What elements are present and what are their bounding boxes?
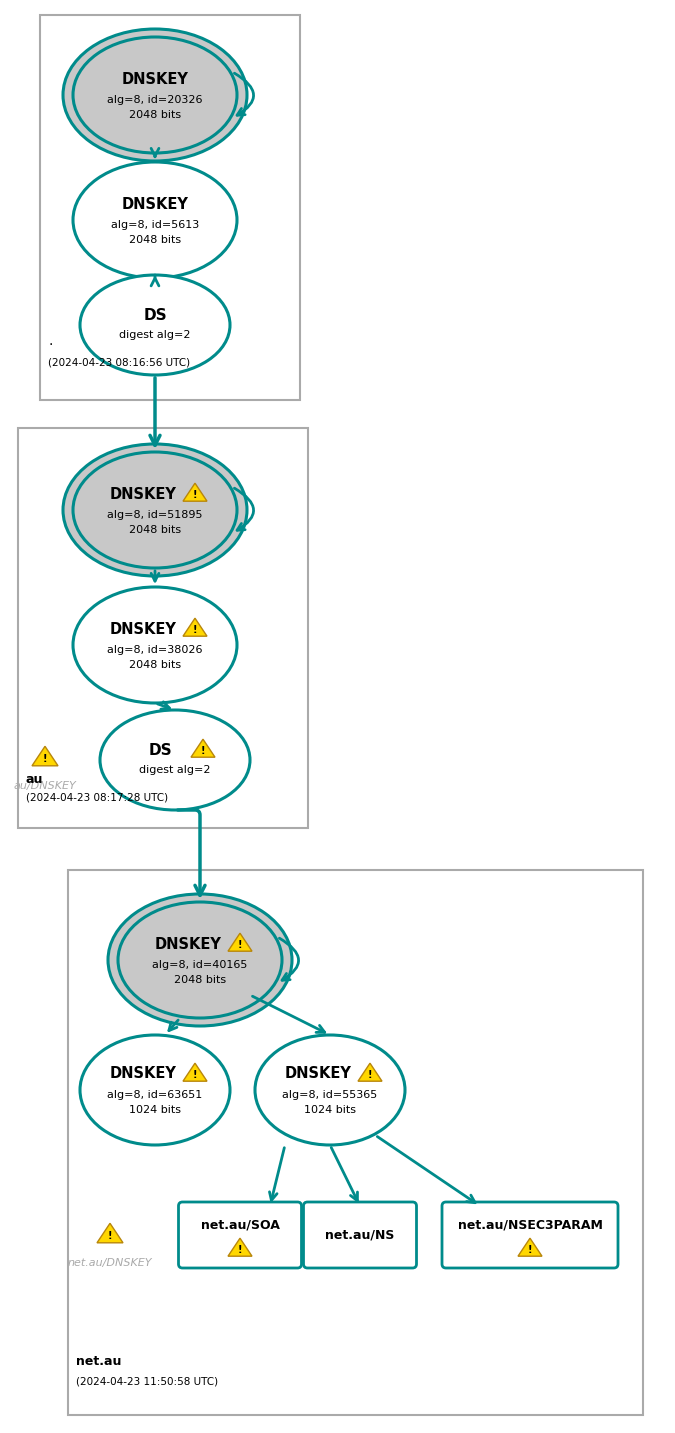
Text: digest alg=2: digest alg=2: [139, 765, 211, 775]
Text: net.au/NS: net.au/NS: [325, 1228, 395, 1241]
Text: 2048 bits: 2048 bits: [129, 524, 181, 535]
Text: (2024-04-23 11:50:58 UTC): (2024-04-23 11:50:58 UTC): [76, 1377, 218, 1387]
Text: 2048 bits: 2048 bits: [129, 110, 181, 120]
Text: au: au: [26, 772, 43, 785]
Ellipse shape: [73, 451, 237, 567]
FancyArrowPatch shape: [234, 489, 254, 530]
Polygon shape: [358, 1063, 382, 1082]
Bar: [68, 870, 643, 1414]
Text: DS: DS: [143, 308, 167, 322]
Ellipse shape: [255, 1035, 405, 1145]
FancyArrowPatch shape: [279, 939, 298, 980]
Text: .: .: [48, 334, 53, 348]
Polygon shape: [228, 1238, 252, 1257]
Text: !: !: [43, 754, 47, 764]
Text: net.au/DNSKEY: net.au/DNSKEY: [68, 1258, 153, 1268]
Polygon shape: [228, 933, 252, 952]
Text: !: !: [238, 1245, 242, 1255]
Text: DNSKEY: DNSKEY: [122, 72, 188, 86]
Text: !: !: [528, 1245, 533, 1255]
Text: !: !: [108, 1231, 112, 1241]
Text: au/DNSKEY: au/DNSKEY: [14, 781, 76, 791]
Ellipse shape: [63, 444, 247, 576]
Text: 2048 bits: 2048 bits: [174, 974, 226, 984]
Ellipse shape: [73, 37, 237, 153]
FancyBboxPatch shape: [304, 1202, 416, 1268]
Ellipse shape: [80, 275, 230, 375]
Polygon shape: [183, 1063, 207, 1082]
FancyArrowPatch shape: [234, 73, 254, 115]
Text: alg=8, id=38026: alg=8, id=38026: [107, 645, 202, 655]
Text: !: !: [238, 940, 242, 950]
Ellipse shape: [73, 162, 237, 278]
Polygon shape: [97, 1224, 123, 1242]
Text: net.au: net.au: [76, 1356, 122, 1369]
Text: alg=8, id=63651: alg=8, id=63651: [107, 1091, 202, 1101]
Text: DNSKEY: DNSKEY: [109, 622, 176, 636]
Ellipse shape: [108, 894, 292, 1026]
Text: 1024 bits: 1024 bits: [304, 1105, 356, 1115]
Polygon shape: [183, 618, 207, 636]
Text: DS: DS: [148, 742, 172, 758]
FancyBboxPatch shape: [442, 1202, 618, 1268]
Polygon shape: [32, 747, 58, 765]
Text: alg=8, id=40165: alg=8, id=40165: [153, 960, 248, 970]
Text: DNSKEY: DNSKEY: [155, 937, 221, 952]
Text: alg=8, id=51895: alg=8, id=51895: [107, 510, 202, 520]
Text: DNSKEY: DNSKEY: [109, 1066, 176, 1082]
Ellipse shape: [100, 709, 250, 810]
Text: !: !: [193, 490, 197, 500]
Text: digest alg=2: digest alg=2: [119, 330, 191, 340]
Text: !: !: [193, 1069, 197, 1079]
Text: 1024 bits: 1024 bits: [129, 1105, 181, 1115]
Text: !: !: [193, 625, 197, 635]
Text: alg=8, id=55365: alg=8, id=55365: [282, 1091, 377, 1101]
Ellipse shape: [73, 588, 237, 704]
Text: DNSKEY: DNSKEY: [109, 486, 176, 502]
Ellipse shape: [80, 1035, 230, 1145]
Text: net.au/SOA: net.au/SOA: [200, 1218, 279, 1231]
Text: DNSKEY: DNSKEY: [285, 1066, 352, 1082]
Polygon shape: [191, 739, 215, 757]
Text: !: !: [200, 745, 205, 755]
Polygon shape: [518, 1238, 542, 1257]
Text: !: !: [368, 1069, 372, 1079]
Text: alg=8, id=5613: alg=8, id=5613: [111, 221, 199, 231]
Text: (2024-04-23 08:16:56 UTC): (2024-04-23 08:16:56 UTC): [48, 357, 190, 367]
Bar: [40, 14, 300, 400]
Ellipse shape: [118, 901, 282, 1017]
Text: alg=8, id=20326: alg=8, id=20326: [107, 95, 202, 105]
Text: net.au/NSEC3PARAM: net.au/NSEC3PARAM: [458, 1218, 602, 1231]
Text: (2024-04-23 08:17:28 UTC): (2024-04-23 08:17:28 UTC): [26, 792, 168, 802]
Text: 2048 bits: 2048 bits: [129, 661, 181, 671]
Polygon shape: [183, 483, 207, 502]
Ellipse shape: [63, 29, 247, 160]
Bar: [18, 428, 308, 828]
FancyBboxPatch shape: [178, 1202, 302, 1268]
Text: 2048 bits: 2048 bits: [129, 235, 181, 245]
Text: DNSKEY: DNSKEY: [122, 196, 188, 212]
